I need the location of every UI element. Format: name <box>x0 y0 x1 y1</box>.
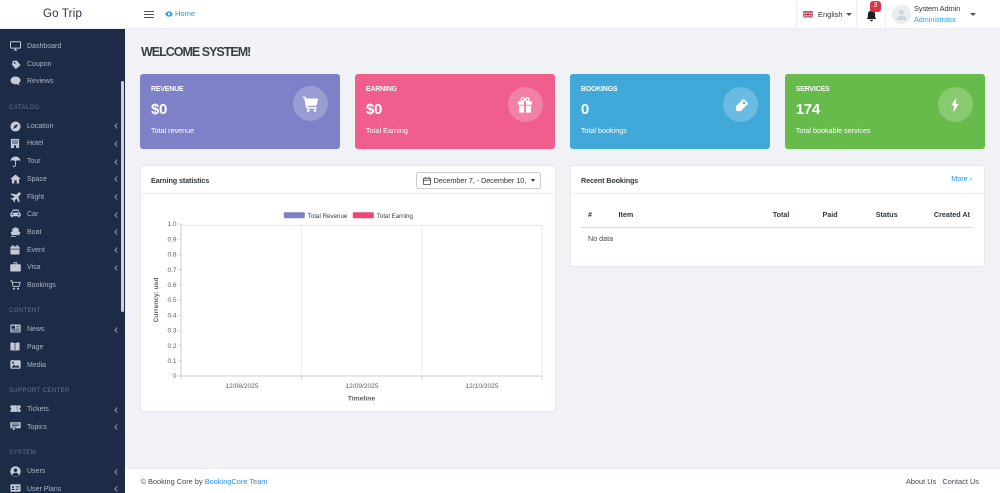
svg-text:0.1: 0.1 <box>167 358 176 365</box>
svg-text:Currency: usd: Currency: usd <box>153 278 160 323</box>
svg-text:0.3: 0.3 <box>167 328 176 335</box>
svg-text:0.4: 0.4 <box>167 312 176 319</box>
svg-text:12/08/2025: 12/08/2025 <box>225 383 258 390</box>
svg-text:0.5: 0.5 <box>167 297 176 304</box>
svg-text:0.9: 0.9 <box>167 236 176 243</box>
svg-text:Total Earning: Total Earning <box>377 213 414 220</box>
svg-text:0.2: 0.2 <box>167 343 176 350</box>
svg-text:Total Revenue: Total Revenue <box>308 213 348 220</box>
svg-text:12/09/2025: 12/09/2025 <box>345 383 378 390</box>
svg-text:0: 0 <box>173 373 177 380</box>
svg-text:0.7: 0.7 <box>167 267 176 274</box>
svg-text:Timeline: Timeline <box>348 396 376 403</box>
svg-text:1.0: 1.0 <box>167 221 176 228</box>
svg-text:0.8: 0.8 <box>167 252 176 259</box>
svg-text:0.6: 0.6 <box>167 282 176 289</box>
svg-text:12/10/2025: 12/10/2025 <box>465 383 498 390</box>
